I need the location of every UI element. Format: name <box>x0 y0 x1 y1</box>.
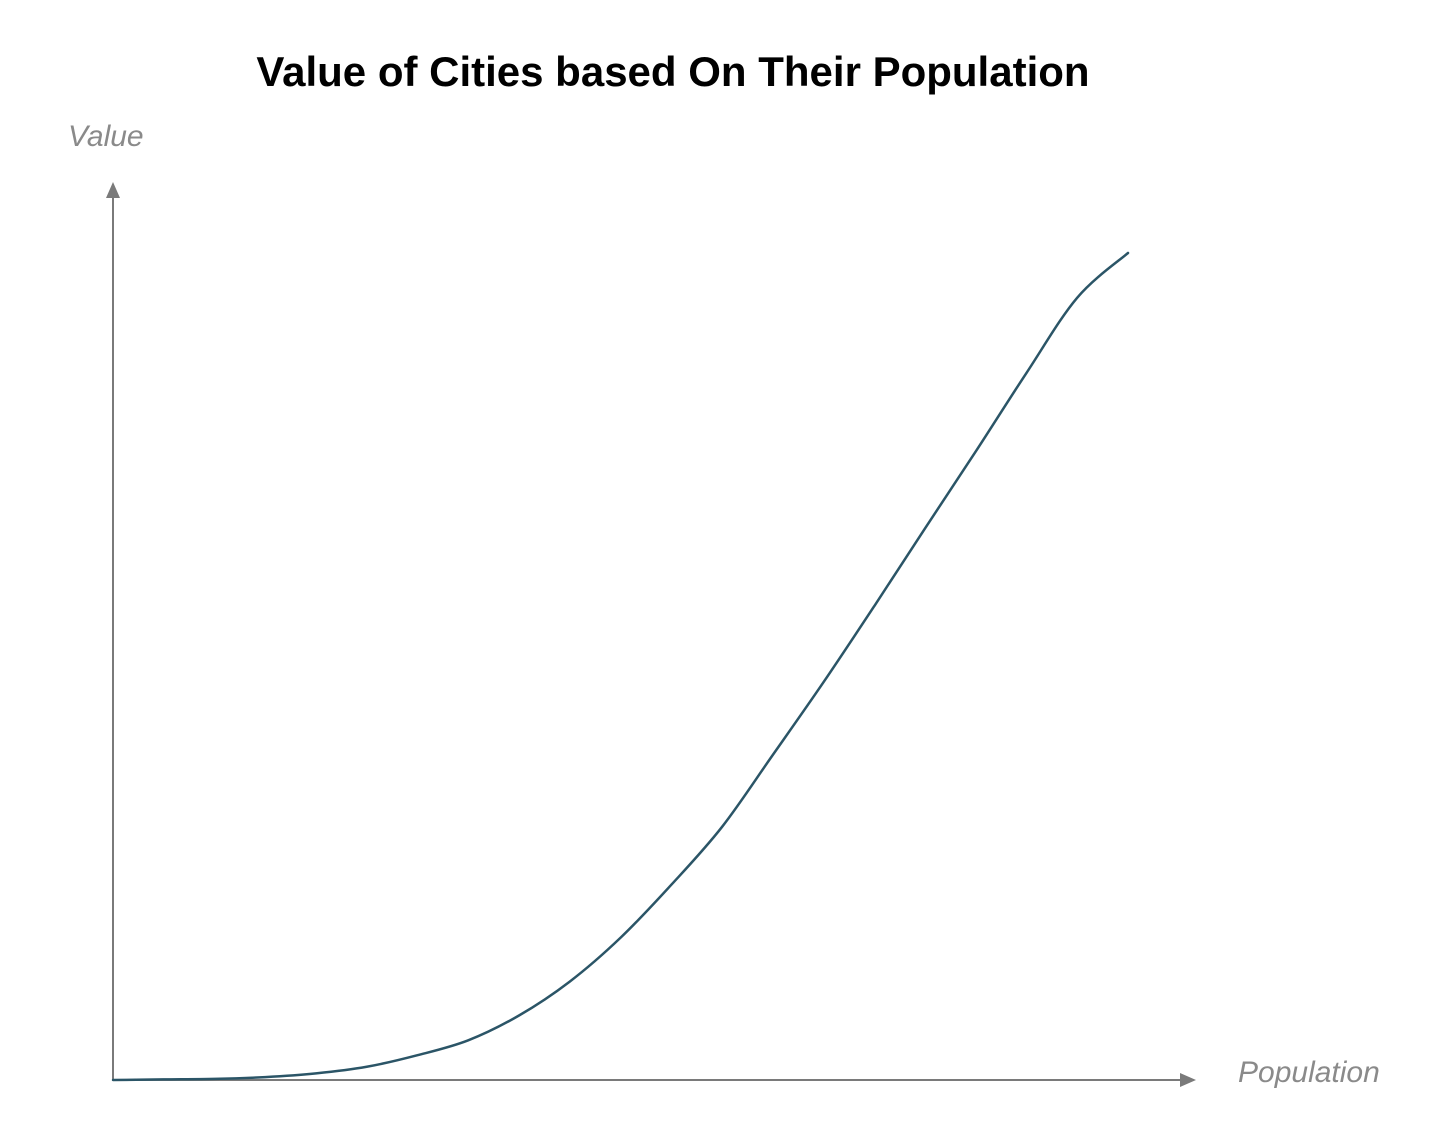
x-axis-arrow-icon <box>1180 1073 1196 1087</box>
x-axis-label: Population <box>1238 1056 1380 1089</box>
chart-title: Value of Cities based On Their Populatio… <box>256 48 1089 95</box>
series-line-0 <box>111 251 1130 1082</box>
y-axis-label: Value <box>68 120 144 153</box>
plot-area <box>111 251 1130 1082</box>
y-axis-arrow-icon <box>106 182 120 198</box>
